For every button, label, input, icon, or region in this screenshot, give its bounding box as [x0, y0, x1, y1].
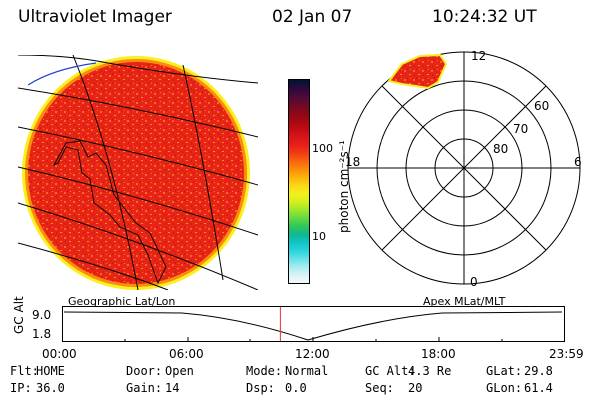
colorbar-tick-100: 100	[312, 142, 333, 155]
mlt-label-12: 12	[471, 50, 486, 63]
status-value: 0.0	[285, 381, 307, 395]
color-bar	[288, 79, 310, 284]
xtick-0000: 00:00	[42, 347, 77, 361]
status-value: 4.3 Re	[408, 364, 452, 378]
xtick-2359: 23:59	[549, 347, 584, 361]
mlat-label-60: 60	[534, 99, 549, 113]
colorbar-tick-10: 10	[312, 230, 326, 243]
status-value: 14	[165, 381, 180, 395]
gc-alt-axis-label: GC Alt	[12, 296, 26, 334]
altitude-curve	[63, 311, 563, 341]
status-value: 61.4	[524, 381, 553, 395]
xtick-0600: 06:00	[169, 347, 204, 361]
geographic-caption: Geographic Lat/Lon	[68, 295, 176, 308]
xtick-1200: 12:00	[295, 347, 330, 361]
geographic-image-panel	[18, 55, 258, 290]
mlt-label-18: 18	[345, 155, 360, 169]
coastline-outline	[52, 140, 167, 285]
mlt-label-0: 0	[470, 275, 478, 289]
ytick-9: 9.0	[32, 308, 52, 322]
status-key: Mode:	[246, 364, 283, 378]
orbit-altitude-timeline	[62, 306, 565, 342]
status-key: Door:	[126, 364, 163, 378]
status-key: Dsp:	[246, 381, 275, 395]
date-label: 02 Jan 07	[272, 7, 353, 27]
apex-caption: Apex MLat/MLT	[423, 295, 506, 308]
instrument-title: Ultraviolet Imager	[18, 7, 172, 27]
xtick-1800: 18:00	[421, 347, 456, 361]
status-key: GC Alt:	[365, 364, 416, 378]
status-key: GLat:	[486, 364, 523, 378]
lat-lon-grid	[18, 55, 258, 290]
terminator-line	[27, 62, 97, 86]
status-key: Seq:	[365, 381, 394, 395]
status-key: Flt:	[10, 364, 39, 378]
mlt-label-6: 6	[574, 155, 582, 169]
time-label: 10:24:32 UT	[432, 7, 537, 27]
polar-mlt-plot: 12 0 18 6 80 70 60	[345, 50, 582, 289]
status-key: GLon:	[486, 381, 523, 395]
status-key: Gain:	[126, 381, 163, 395]
status-value: Normal	[285, 364, 329, 378]
status-value: HOME	[36, 364, 65, 378]
mlat-label-70: 70	[513, 122, 528, 136]
status-value: 20	[408, 381, 423, 395]
status-value: Open	[165, 364, 194, 378]
status-value: 36.0	[36, 381, 65, 395]
status-value: 29.8	[524, 364, 553, 378]
uv-emission-disk	[28, 62, 244, 284]
mlat-label-80: 80	[493, 142, 508, 156]
status-key: IP:	[10, 381, 32, 395]
auroral-oval-patch	[387, 53, 448, 90]
ytick-1-8: 1.8	[32, 327, 52, 341]
